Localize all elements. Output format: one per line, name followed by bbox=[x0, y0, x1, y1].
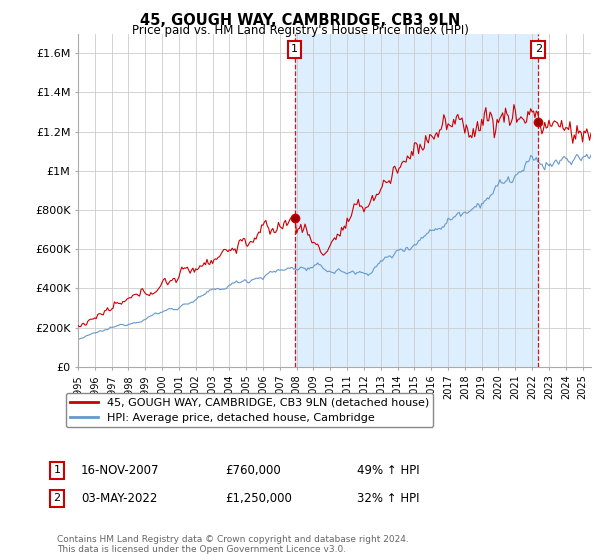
Text: Contains HM Land Registry data © Crown copyright and database right 2024.
This d: Contains HM Land Registry data © Crown c… bbox=[57, 535, 409, 554]
Text: £760,000: £760,000 bbox=[225, 464, 281, 477]
Text: 45, GOUGH WAY, CAMBRIDGE, CB3 9LN: 45, GOUGH WAY, CAMBRIDGE, CB3 9LN bbox=[140, 13, 460, 28]
Text: £1,250,000: £1,250,000 bbox=[225, 492, 292, 505]
Legend: 45, GOUGH WAY, CAMBRIDGE, CB3 9LN (detached house), HPI: Average price, detached: 45, GOUGH WAY, CAMBRIDGE, CB3 9LN (detac… bbox=[65, 393, 433, 427]
Text: 2: 2 bbox=[535, 44, 542, 54]
Text: 03-MAY-2022: 03-MAY-2022 bbox=[81, 492, 157, 505]
Text: 1: 1 bbox=[291, 44, 298, 54]
Text: Price paid vs. HM Land Registry's House Price Index (HPI): Price paid vs. HM Land Registry's House … bbox=[131, 24, 469, 37]
Text: 1: 1 bbox=[53, 465, 61, 475]
Text: 2: 2 bbox=[53, 493, 61, 503]
Text: 32% ↑ HPI: 32% ↑ HPI bbox=[357, 492, 419, 505]
Bar bbox=[295, 34, 538, 367]
Text: 49% ↑ HPI: 49% ↑ HPI bbox=[357, 464, 419, 477]
Text: 16-NOV-2007: 16-NOV-2007 bbox=[81, 464, 160, 477]
